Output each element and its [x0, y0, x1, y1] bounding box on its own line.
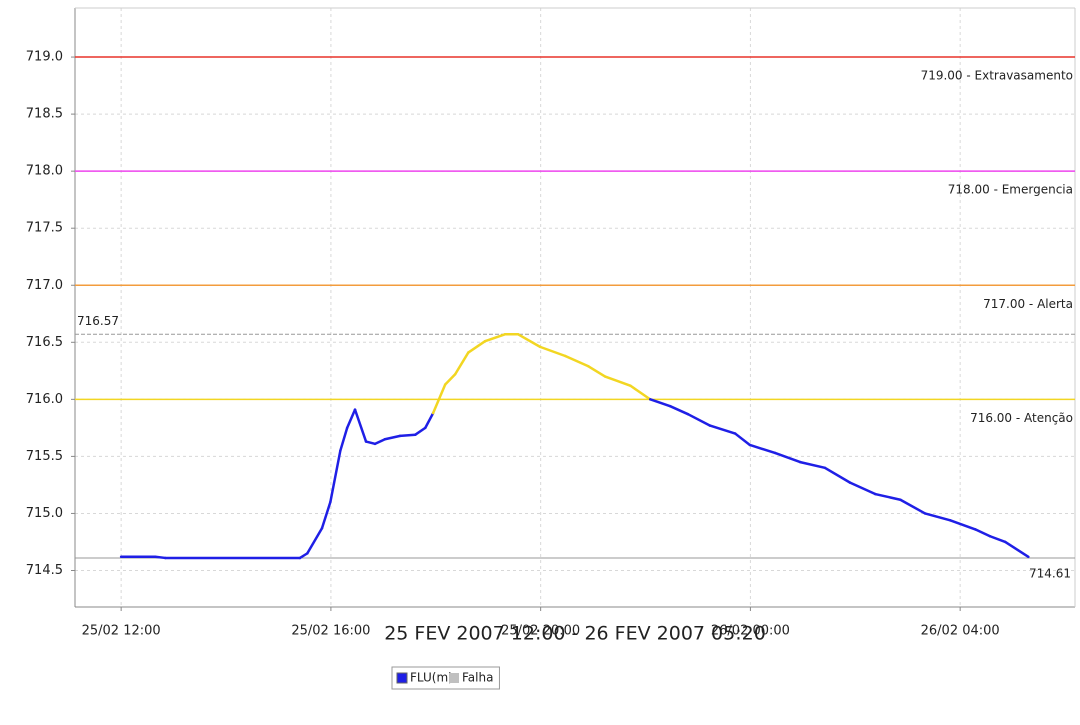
line-segment: [948, 519, 977, 531]
legend-swatch: [396, 672, 408, 684]
line-segment: [798, 460, 827, 470]
line-segment: [538, 345, 567, 358]
line-segment: [298, 552, 309, 560]
line-segment: [668, 404, 690, 416]
line-segment: [974, 528, 992, 538]
line-segment: [320, 500, 332, 530]
line-segment: [353, 408, 368, 443]
line-segment: [329, 449, 342, 504]
line-segment: [424, 411, 435, 430]
line-segment: [823, 466, 852, 484]
line-segment: [603, 375, 632, 387]
line-segment: [899, 498, 927, 515]
x-tick-label: 26/02 00:00: [711, 624, 790, 639]
max-label: 716.57: [77, 314, 119, 328]
y-tick-label: 715.5: [26, 449, 63, 464]
line-segment: [398, 433, 417, 438]
line-segment: [339, 426, 349, 452]
line-segment: [1004, 540, 1030, 559]
y-tick-label: 716.5: [26, 335, 63, 350]
line-segment: [564, 354, 590, 368]
line-segment: [923, 512, 952, 522]
line-segment: [483, 333, 507, 343]
line-segment: [733, 432, 752, 447]
threshold-label: 719.00 - Extravasamento: [921, 69, 1073, 83]
line-segment: [383, 434, 402, 441]
line-segment: [708, 424, 737, 435]
line-segment: [873, 492, 902, 502]
x-tick-label: 26/02 04:00: [921, 624, 1000, 639]
line-segment: [467, 339, 487, 354]
line-segment: [414, 426, 427, 436]
line-segment: [306, 527, 324, 555]
plot-area: [75, 8, 1075, 607]
threshold-label: 716.00 - Atenção: [970, 411, 1073, 425]
legend-box: [391, 666, 500, 690]
line-segment: [516, 333, 542, 349]
line-segment: [443, 372, 457, 386]
legend-label: Falha: [462, 671, 493, 685]
line-segment: [629, 384, 652, 401]
line-segment: [587, 365, 607, 378]
line-segment: [153, 555, 167, 560]
x-tick-label: 25/02 12:00: [82, 624, 161, 639]
threshold-label: 718.00 - Emergencia: [948, 183, 1073, 197]
x-tick-label: 25/02 16:00: [291, 624, 370, 639]
chart-title: 25 FEV 2007 12:00 - 26 FEV 2007 05:20: [384, 623, 766, 645]
y-tick-label: 718.5: [26, 107, 63, 122]
legend-label: FLU(m): [410, 671, 453, 685]
line-segment: [988, 535, 1007, 544]
y-tick-label: 717.5: [26, 221, 63, 236]
y-tick-label: 719.0: [26, 50, 63, 65]
legend-swatch: [449, 673, 459, 683]
line-segment: [648, 398, 672, 408]
line-segment: [686, 412, 712, 427]
line-segment: [848, 481, 877, 496]
y-tick-label: 715.0: [26, 506, 63, 521]
y-tick-label: 717.0: [26, 278, 63, 293]
y-tick-label: 718.0: [26, 164, 63, 179]
line-segment: [345, 408, 357, 430]
line-segment: [364, 440, 377, 446]
line-segment: [373, 438, 387, 446]
x-tick-label: 25/02 20:00: [501, 624, 580, 639]
line-segment: [773, 451, 802, 464]
y-tick-label: 716.0: [26, 392, 63, 407]
threshold-label: 717.00 - Alerta: [983, 297, 1073, 311]
line-segment: [431, 383, 447, 415]
y-tick-label: 714.5: [26, 563, 63, 578]
min-label: 714.61: [1029, 566, 1071, 580]
line-segment: [453, 351, 470, 376]
line-segment: [748, 443, 777, 455]
